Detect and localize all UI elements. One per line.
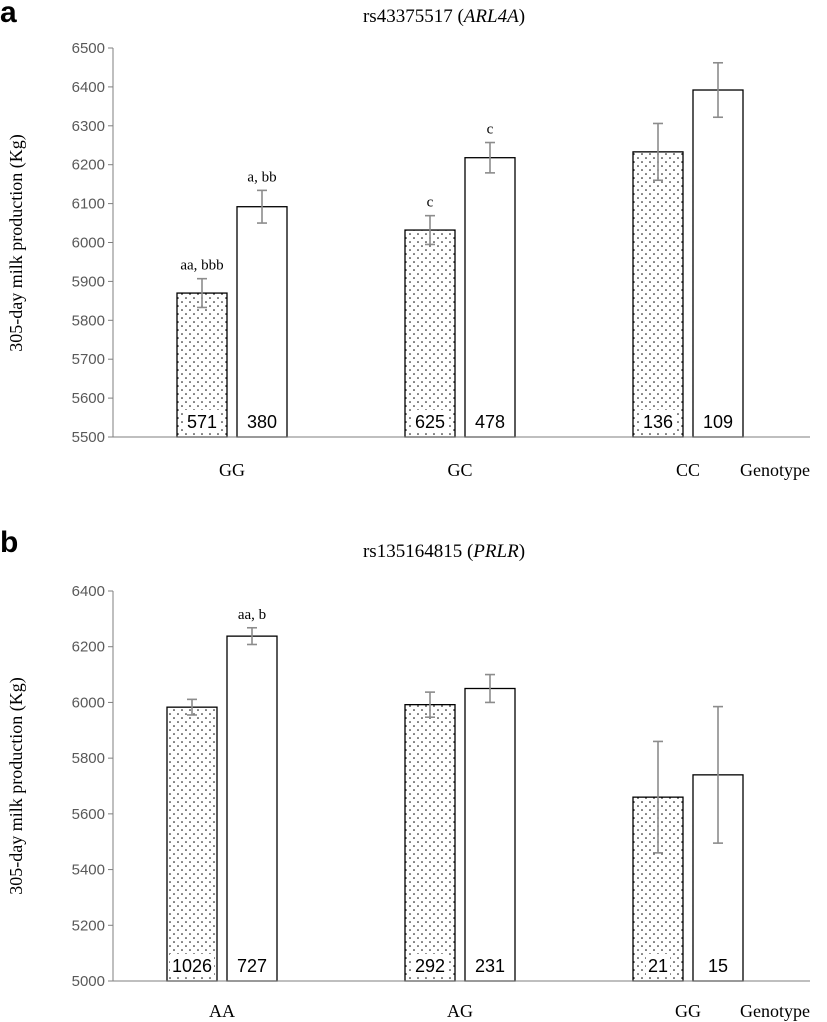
bar [464, 157, 516, 438]
title-gene-b: PRLR [472, 541, 519, 562]
bar [404, 229, 456, 438]
n-label-background [701, 410, 735, 432]
title-prefix-a: rs43375517 ( [363, 6, 464, 27]
n-label-background [185, 410, 219, 432]
significance-label: a, bb [247, 169, 276, 185]
n-label: 727 [237, 956, 267, 976]
n-label-background [473, 954, 507, 976]
panel-letter-a: a [0, 0, 17, 29]
n-label-background [706, 954, 730, 976]
x-tick-label: AG [447, 1001, 473, 1021]
n-label-background [646, 954, 670, 976]
y-tick-label: 6200 [72, 157, 105, 174]
y-tick-label: 6500 [72, 40, 105, 57]
y-tick-label: 5900 [72, 273, 105, 290]
panel-a: a rs43375517 (ARL4A) 305-day milk produc… [0, 0, 810, 480]
n-label: 15 [708, 956, 728, 976]
chart-title-b: rs135164815 (PRLR) [363, 541, 525, 562]
n-label-background [413, 410, 447, 432]
y-tick-label: 5400 [72, 862, 105, 879]
y-tick-label: 5700 [72, 351, 105, 368]
n-label: 21 [648, 956, 668, 976]
n-label: 109 [703, 412, 733, 432]
panel-letter-b: b [0, 526, 18, 559]
y-tick-label: 5200 [72, 917, 105, 934]
y-tick-label: 5800 [72, 312, 105, 329]
n-label: 292 [415, 956, 445, 976]
n-label-background [473, 410, 507, 432]
y-tick-label: 6200 [72, 639, 105, 656]
y-tick-label: 6100 [72, 196, 105, 213]
title-suffix-b: ) [519, 541, 525, 562]
title-prefix-b: rs135164815 ( [363, 541, 473, 562]
y-axis-label-a: 305-day milk production (Kg) [6, 134, 27, 351]
bar [692, 89, 744, 438]
y-tick-label: 6400 [72, 79, 105, 96]
n-label-background [170, 954, 214, 976]
significance-label: aa, b [238, 607, 266, 623]
y-tick-label: 5600 [72, 806, 105, 823]
chart-title-a: rs43375517 (ARL4A) [363, 6, 525, 27]
y-tick-label: 5600 [72, 390, 105, 407]
x-tick-label: GG [675, 1001, 701, 1021]
x-tick-label: GG [219, 460, 245, 480]
y-tick-label: 6400 [72, 583, 105, 600]
y-tick-label: 6000 [72, 694, 105, 711]
bar [226, 635, 278, 982]
n-label: 1026 [172, 956, 212, 976]
title-gene-a: ARL4A [462, 6, 519, 27]
y-tick-label: 6300 [72, 118, 105, 135]
n-label-background [641, 410, 675, 432]
title-suffix-a: ) [519, 6, 525, 27]
y-axis-label-b: 305-day milk production (Kg) [6, 677, 27, 894]
y-tick-label: 5800 [72, 750, 105, 767]
significance-label: c [487, 122, 494, 138]
bar [236, 206, 288, 438]
n-label: 136 [643, 412, 673, 432]
n-label: 625 [415, 412, 445, 432]
n-label: 571 [187, 412, 217, 432]
x-axis-label-b: Genotype [740, 1001, 810, 1021]
x-tick-label: GC [447, 460, 472, 480]
bar [404, 704, 456, 982]
n-label-background [413, 954, 447, 976]
n-label-background [235, 954, 269, 976]
panel-b: b rs135164815 (PRLR) 305-day milk produc… [0, 526, 810, 1021]
x-tick-label: AA [209, 1001, 235, 1021]
significance-label: aa, bbb [180, 258, 223, 274]
n-label-background [245, 410, 279, 432]
x-axis-label-a: Genotype [740, 460, 810, 480]
bar [464, 687, 516, 982]
bar [166, 706, 218, 982]
n-label: 231 [475, 956, 505, 976]
y-tick-label: 6000 [72, 235, 105, 252]
significance-label: c [427, 195, 434, 211]
y-tick-label: 5000 [72, 973, 105, 990]
n-label: 478 [475, 412, 505, 432]
x-tick-label: CC [676, 460, 700, 480]
y-tick-label: 5500 [72, 429, 105, 446]
bar [632, 151, 684, 438]
n-label: 380 [247, 412, 277, 432]
